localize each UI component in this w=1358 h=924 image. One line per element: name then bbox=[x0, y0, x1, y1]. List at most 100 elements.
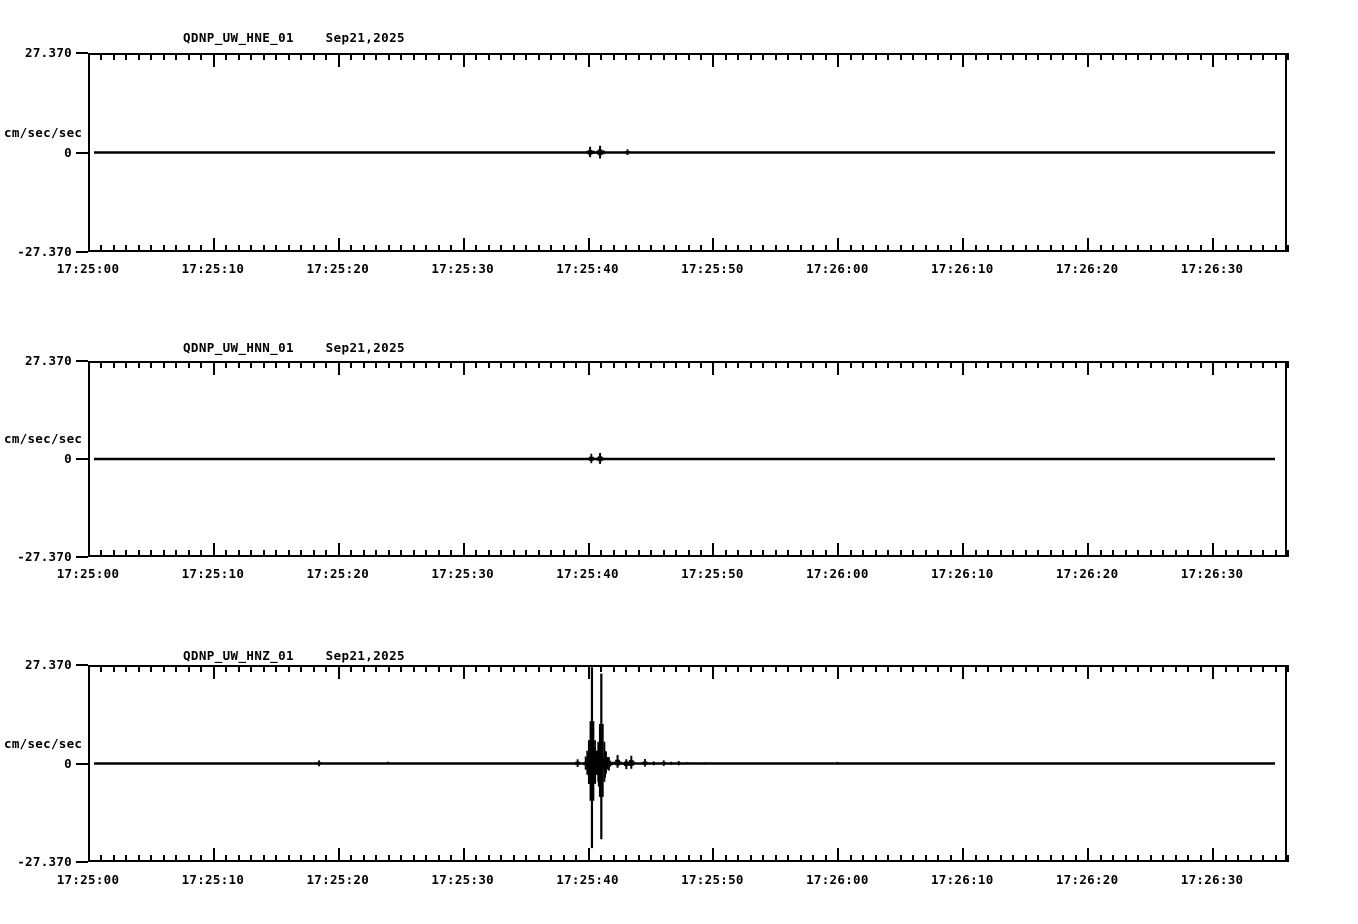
x-tick-bottom bbox=[550, 855, 552, 862]
x-tick-bottom bbox=[712, 543, 714, 557]
x-tick-bottom bbox=[975, 245, 977, 252]
x-tick-bottom bbox=[688, 855, 690, 862]
x-tick-top bbox=[388, 53, 390, 60]
x-tick-bottom bbox=[288, 245, 290, 252]
x-tick-top bbox=[900, 361, 902, 368]
x-tick-top bbox=[250, 53, 252, 60]
y-tick-label-hnz-2: -27.370 bbox=[17, 854, 72, 869]
x-tick-bottom bbox=[563, 245, 565, 252]
x-tick-top bbox=[1262, 361, 1264, 368]
x-tick-bottom bbox=[138, 855, 140, 862]
x-tick-bottom bbox=[663, 550, 665, 557]
x-tick-top bbox=[825, 53, 827, 60]
x-tick-top bbox=[1050, 361, 1052, 368]
x-tick-top bbox=[500, 665, 502, 672]
panel-title-hnn: QDNP_UW_HNN_01 Sep21,2025 bbox=[183, 340, 405, 355]
x-tick-bottom bbox=[538, 855, 540, 862]
x-tick-top bbox=[762, 361, 764, 368]
x-tick-bottom bbox=[88, 848, 90, 862]
x-tick-top bbox=[175, 53, 177, 60]
x-tick-top bbox=[1250, 665, 1252, 672]
x-tick-top bbox=[463, 665, 465, 679]
x-tick-bottom bbox=[463, 238, 465, 252]
x-tick-bottom bbox=[225, 855, 227, 862]
x-tick-top bbox=[1287, 361, 1289, 368]
x-tick-top bbox=[1062, 361, 1064, 368]
x-tick-top bbox=[350, 361, 352, 368]
x-tick-bottom bbox=[263, 550, 265, 557]
x-tick-bottom bbox=[563, 550, 565, 557]
x-tick-bottom bbox=[737, 855, 739, 862]
x-tick-top bbox=[613, 665, 615, 672]
x-tick-top bbox=[175, 361, 177, 368]
x-tick-label-hne-7: 17:26:10 bbox=[930, 261, 994, 276]
x-tick-label-hne-6: 17:26:00 bbox=[806, 261, 869, 276]
x-tick-bottom bbox=[313, 245, 315, 252]
x-tick-bottom bbox=[862, 550, 864, 557]
x-tick-top bbox=[150, 665, 152, 672]
x-tick-top bbox=[1100, 361, 1102, 368]
x-tick-top bbox=[987, 361, 989, 368]
x-tick-bottom bbox=[88, 238, 90, 252]
x-tick-bottom bbox=[1050, 550, 1052, 557]
waveform-trace-hnz bbox=[94, 667, 1275, 849]
x-tick-top bbox=[1012, 53, 1014, 60]
x-tick-top bbox=[488, 53, 490, 60]
x-tick-top bbox=[800, 361, 802, 368]
x-tick-top bbox=[113, 53, 115, 60]
plot-frame-hne bbox=[88, 53, 1287, 252]
x-tick-bottom bbox=[1175, 550, 1177, 557]
x-tick-bottom bbox=[463, 543, 465, 557]
x-tick-bottom bbox=[175, 550, 177, 557]
x-tick-bottom bbox=[188, 245, 190, 252]
x-tick-top bbox=[837, 53, 839, 67]
x-tick-bottom bbox=[600, 550, 602, 557]
x-tick-bottom bbox=[1087, 848, 1089, 862]
x-tick-bottom bbox=[900, 855, 902, 862]
y-tick-zero bbox=[76, 458, 88, 460]
x-tick-top bbox=[625, 361, 627, 368]
x-tick-top bbox=[1287, 53, 1289, 60]
x-tick-top bbox=[263, 361, 265, 368]
x-tick-bottom bbox=[388, 855, 390, 862]
x-tick-bottom bbox=[413, 550, 415, 557]
x-tick-top bbox=[425, 53, 427, 60]
x-tick-bottom bbox=[325, 245, 327, 252]
x-tick-top bbox=[363, 665, 365, 672]
x-tick-bottom bbox=[425, 855, 427, 862]
x-tick-bottom bbox=[812, 550, 814, 557]
x-tick-label-hnz-3: 17:25:30 bbox=[431, 872, 494, 887]
x-tick-top bbox=[538, 53, 540, 60]
x-tick-label-hne-9: 17:26:30 bbox=[1180, 261, 1244, 276]
waveform-trace-hne bbox=[94, 145, 1275, 159]
y-tick-label-hnz-0: 27.370 bbox=[25, 657, 72, 672]
x-tick-top bbox=[1250, 53, 1252, 60]
x-tick-bottom bbox=[950, 245, 952, 252]
x-tick-top bbox=[1162, 361, 1164, 368]
x-tick-top bbox=[787, 665, 789, 672]
x-tick-bottom bbox=[175, 855, 177, 862]
x-tick-bottom bbox=[1062, 855, 1064, 862]
x-tick-top bbox=[88, 53, 90, 67]
x-tick-bottom bbox=[350, 855, 352, 862]
x-tick-top bbox=[837, 361, 839, 375]
x-tick-top bbox=[1237, 665, 1239, 672]
x-tick-bottom bbox=[275, 550, 277, 557]
x-tick-label-hnz-8: 17:26:20 bbox=[1055, 872, 1119, 887]
x-tick-top bbox=[563, 665, 565, 672]
x-tick-bottom bbox=[400, 855, 402, 862]
x-tick-bottom bbox=[575, 855, 577, 862]
x-tick-top bbox=[975, 665, 977, 672]
x-tick-bottom bbox=[638, 245, 640, 252]
x-tick-bottom bbox=[1075, 550, 1077, 557]
x-tick-label-hnz-6: 17:26:00 bbox=[806, 872, 869, 887]
y-tick-label-hnz-1: 0 bbox=[64, 755, 72, 771]
x-tick-bottom bbox=[1287, 550, 1289, 557]
x-tick-bottom bbox=[300, 550, 302, 557]
x-tick-bottom bbox=[163, 855, 165, 862]
x-tick-label-hnz-4: 17:25:40 bbox=[556, 872, 619, 887]
x-tick-bottom bbox=[1062, 245, 1064, 252]
x-tick-top bbox=[700, 665, 702, 672]
x-tick-top bbox=[300, 53, 302, 60]
x-tick-bottom bbox=[862, 855, 864, 862]
